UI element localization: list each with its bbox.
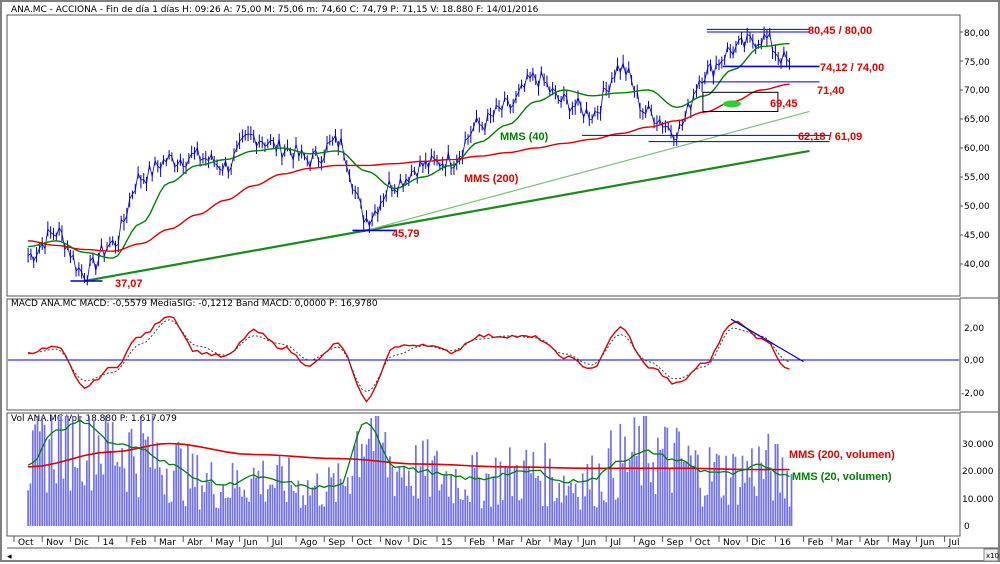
x-tick-label: May bbox=[892, 538, 911, 548]
x-tick-label: Sep bbox=[667, 538, 684, 548]
mms200-label: MMS (200) bbox=[464, 173, 519, 185]
level-label: 37,07 bbox=[115, 278, 143, 290]
x-tick-label: May bbox=[554, 538, 573, 548]
volume-header: Vol ANA.MC Vol: 18.880 P: 1.617.079 bbox=[11, 414, 177, 424]
x-tick-label: Feb bbox=[469, 538, 485, 548]
macd-trendline bbox=[730, 318, 804, 363]
zoom-button[interactable] bbox=[983, 548, 999, 562]
x-tick-label: Jun bbox=[919, 538, 934, 548]
volume-mms200-label: MMS (200, volumen) bbox=[789, 449, 895, 461]
x-tick-label: Mar bbox=[497, 538, 514, 548]
price-series bbox=[27, 26, 790, 286]
x-tick-label: Abr bbox=[187, 538, 203, 548]
x-tick-label: Dic bbox=[74, 538, 88, 548]
x-tick-label: Jun bbox=[581, 538, 596, 548]
level-label: 45,79 bbox=[392, 228, 420, 240]
y-tick-label: 75,00 bbox=[964, 58, 990, 68]
x-tick-label: Mar bbox=[836, 538, 853, 548]
y-tick-label: 45,00 bbox=[964, 231, 990, 241]
level-label: 71,40 bbox=[817, 85, 845, 97]
x-tick-label: 15 bbox=[441, 538, 452, 548]
signal-line bbox=[28, 319, 790, 393]
level-label: 69,45 bbox=[770, 98, 798, 110]
y-tick-label: 20.000 bbox=[962, 467, 994, 477]
trendline bbox=[366, 110, 810, 231]
x-tick-label: Jul bbox=[609, 538, 621, 548]
x-tick-label: Dic bbox=[413, 538, 427, 548]
x-tick-label: Mar bbox=[159, 538, 176, 548]
level-label: 80,45 / 80,00 bbox=[808, 25, 872, 37]
macd-panel bbox=[6, 298, 961, 411]
y-tick-label: 50,00 bbox=[964, 202, 990, 212]
x-tick-label: Feb bbox=[808, 538, 824, 548]
series-lines bbox=[8, 26, 959, 490]
level-box bbox=[702, 91, 779, 112]
annotations: 80,45 / 80,00 74,12 / 74,00 71,40 69,45 62,1… bbox=[115, 25, 895, 483]
mms40-line bbox=[28, 42, 790, 259]
mms40-label: MMS (40) bbox=[500, 131, 549, 143]
y-tick-label: 0,00 bbox=[964, 356, 984, 366]
level-label: 62,18 / 61,09 bbox=[798, 131, 862, 143]
trendline bbox=[84, 149, 810, 283]
x-tick-label: Jul bbox=[948, 538, 960, 548]
volume-bars bbox=[27, 416, 793, 526]
y-tick-label: 2,00 bbox=[964, 324, 984, 334]
volume-mms20-label: MMS (20, volumen) bbox=[792, 471, 892, 483]
macd-line bbox=[27, 315, 790, 403]
macd-header: MACD ANA.MC MACD: -0,5579 MediaSIG: -0,1… bbox=[11, 299, 378, 309]
volume-mms20-line bbox=[27, 419, 790, 490]
crossover-marker bbox=[722, 100, 741, 108]
y-tick-label: 40,00 bbox=[964, 260, 990, 270]
x-tick-label: Oct bbox=[356, 538, 372, 548]
x-tick-label: Oct bbox=[695, 538, 711, 548]
x-tick-label: Nov bbox=[385, 538, 403, 548]
y-tick-label: 70,00 bbox=[964, 86, 990, 96]
x-tick-label: Abr bbox=[526, 538, 542, 548]
x-tick-label: Feb bbox=[131, 538, 147, 548]
x-tick-label: Nov bbox=[723, 538, 741, 548]
y-tick-label: 65,00 bbox=[964, 115, 990, 125]
zoom-label: x10 bbox=[986, 552, 999, 560]
y-tick-label: -2,00 bbox=[961, 389, 985, 399]
x-tick-label: Ago bbox=[300, 538, 318, 548]
volume-mms200-line bbox=[28, 442, 790, 471]
x-axis: Oct Nov Dic 14 Feb Mar Abr May Jun Jul Ago Sep Oct No… bbox=[13, 536, 960, 548]
y-tick-label: 80,00 bbox=[964, 29, 990, 39]
y-tick-label: 10.000 bbox=[962, 495, 994, 505]
x-tick-label: May bbox=[215, 538, 234, 548]
y-tick-label: 60,00 bbox=[964, 144, 990, 154]
x-tick-label: Jul bbox=[271, 538, 283, 548]
level-label: 74,12 / 74,00 bbox=[820, 62, 884, 74]
x-tick-label: Jun bbox=[243, 538, 258, 548]
scroll-left-icon[interactable]: ◂ bbox=[7, 552, 12, 562]
support-resistance-levels bbox=[70, 28, 830, 282]
x-tick-label: Dic bbox=[751, 538, 765, 548]
price-header: ANA.MC - ACCIONA - Fin de día 1 días H: … bbox=[11, 5, 539, 15]
x-tick-label: 14 bbox=[103, 538, 115, 548]
y-tick-label: 0 bbox=[964, 522, 970, 532]
mms200-line bbox=[28, 83, 790, 252]
x-tick-label: Oct bbox=[18, 538, 34, 548]
x-tick-label: Abr bbox=[864, 538, 880, 548]
x-tick-label: Ago bbox=[638, 538, 656, 548]
x-tick-label: Sep bbox=[328, 538, 345, 548]
y-tick-label: 55,00 bbox=[964, 173, 990, 183]
y-tick-label: 30.000 bbox=[962, 440, 994, 450]
x-tick-label: Nov bbox=[46, 538, 64, 548]
x-tick-label: 16 bbox=[779, 538, 791, 548]
